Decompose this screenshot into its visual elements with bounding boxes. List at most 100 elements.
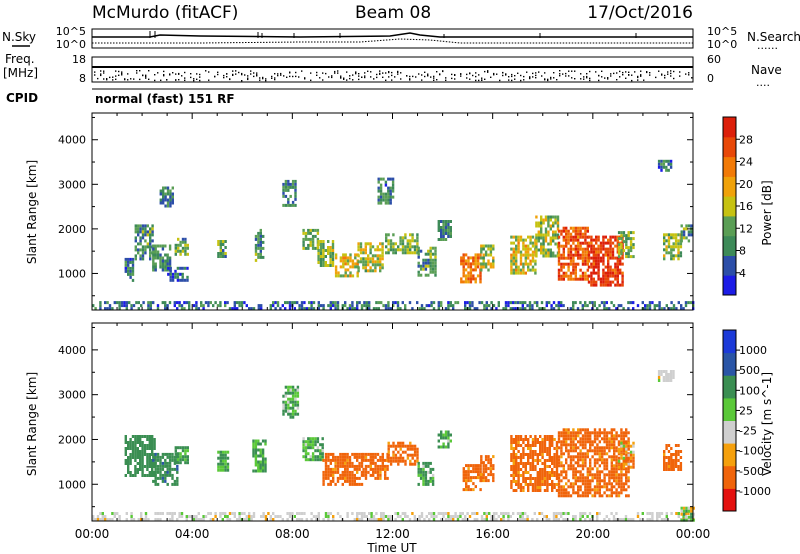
velocity-echo-region xyxy=(462,464,482,492)
power-echo-region xyxy=(510,235,537,275)
time-axis: 00:00 04:00 08:00 12:00 16:00 20:00 00:00 xyxy=(75,527,711,541)
nave-tick-bottom: 0 xyxy=(707,72,714,85)
power-echo-region xyxy=(557,226,589,281)
nsky-label: N.Sky xyxy=(2,30,36,44)
velocity-colorbar: 1000 500 100 25 -25 -100 -500 -1000 xyxy=(722,329,771,512)
noise-tick-bottom-left: 10^0 xyxy=(56,38,86,51)
power-colorbar-tick-label: 12 xyxy=(739,222,753,235)
power-echo-region xyxy=(480,244,495,272)
date-title: 17/Oct/2016 xyxy=(587,3,693,23)
power-echo-region xyxy=(535,215,560,258)
station-title: McMurdo (fitACF) xyxy=(92,3,238,23)
velocity-echo-region xyxy=(252,439,267,473)
velocity-echo-region xyxy=(217,450,230,472)
y-tick-label: 2000 xyxy=(58,433,86,446)
velocity-colorbar-tick-label: 100 xyxy=(739,384,760,397)
velocity-echo-region xyxy=(152,452,179,486)
power-echo-region xyxy=(217,240,227,258)
power-colorbar-swatch xyxy=(723,156,736,177)
velocity-colorbar-frame xyxy=(722,329,737,512)
velocity-echo-region xyxy=(124,435,156,477)
velocity-panel: 1000 2000 3000 4000 xyxy=(58,322,695,522)
power-echo-region xyxy=(460,253,482,284)
power-echo-region xyxy=(385,233,419,255)
time-tick-label: 16:00 xyxy=(475,527,510,541)
velocity-echo-region xyxy=(657,370,675,382)
power-colorbar-tick-label: 28 xyxy=(739,133,753,146)
power-colorbar-tick-label: 8 xyxy=(739,245,746,258)
velocity-colorbar-swatch xyxy=(723,488,736,512)
power-echo-region xyxy=(282,179,297,207)
y-tick-label: 3000 xyxy=(58,389,86,402)
freq-strip-frame xyxy=(91,56,694,83)
power-echo-region xyxy=(680,224,693,243)
velocity-colorbar-tick-label: 1000 xyxy=(739,344,767,357)
cpid-value: normal (fast) 151 RF xyxy=(95,92,235,106)
nave-trace xyxy=(94,70,693,82)
velocity-colorbar-swatch xyxy=(723,330,736,354)
velocity-echo-region xyxy=(282,385,300,419)
power-colorbar-tick-label: 20 xyxy=(739,178,753,191)
power-panel: 1000 2000 3000 4000 xyxy=(58,112,695,311)
power-colorbar: 4 8 12 16 20 24 28 xyxy=(722,116,753,296)
noise-strip-frame xyxy=(91,28,694,49)
velocity-echo-region xyxy=(663,444,683,471)
power-echo-region xyxy=(134,224,154,261)
freq-strip: Freq. [MHz] 18 8 60 0 Nave .... xyxy=(3,52,782,89)
velocity-colorbar-label: Velocity [m s^-1] xyxy=(760,372,774,476)
power-colorbar-tick-label: 4 xyxy=(739,267,746,280)
power-colorbar-label: Power [dB] xyxy=(760,180,774,245)
power-echo-region xyxy=(357,242,384,273)
freq-tick-bottom: 8 xyxy=(79,72,86,85)
power-colorbar-swatch xyxy=(723,255,736,276)
nsky-trace xyxy=(92,32,693,38)
velocity-echo-region xyxy=(557,428,630,498)
power-echo-region xyxy=(167,266,189,282)
velocity-echo-region xyxy=(437,430,452,449)
power-echo-region xyxy=(174,237,189,256)
beam-title: Beam 08 xyxy=(355,3,431,23)
power-echo-region xyxy=(159,186,174,208)
velocity-colorbar-tick-label: 25 xyxy=(739,404,753,417)
velocity-echo-region xyxy=(510,435,559,492)
power-echo-region xyxy=(617,231,635,259)
power-colorbar-swatch xyxy=(723,117,736,138)
power-echo-region xyxy=(254,228,265,262)
velocity-colorbar-tick-label: -25 xyxy=(739,425,757,438)
velocity-colorbar-tick-label: -100 xyxy=(739,445,764,458)
power-echo-region xyxy=(587,235,624,287)
power-colorbar-swatch xyxy=(723,235,736,256)
velocity-echo-region xyxy=(92,512,695,521)
velocity-colorbar-tick-label: -500 xyxy=(739,465,764,478)
y-tick-label: 4000 xyxy=(58,134,86,147)
velocity-echo-region xyxy=(480,455,495,483)
power-echo-region xyxy=(663,233,683,261)
velocity-colorbar-tick-label: 500 xyxy=(739,364,760,377)
freq-label: Freq. xyxy=(5,52,35,66)
power-colorbar-swatch xyxy=(723,176,736,197)
nave-tick-top: 60 xyxy=(707,53,721,66)
nsearch-legend-dots: ...... xyxy=(757,39,778,52)
power-echo-region xyxy=(657,159,673,172)
cpid-label: CPID xyxy=(6,91,38,105)
power-colorbar-tick-label: 16 xyxy=(739,200,753,213)
freq-unit: [MHz] xyxy=(3,66,38,80)
velocity-echo-region xyxy=(322,452,364,486)
y-tick-label: 1000 xyxy=(58,478,86,491)
power-echo-region xyxy=(92,301,695,311)
velocity-echo-region xyxy=(174,446,189,465)
velocity-echo-region xyxy=(302,437,324,462)
nsearch-trace xyxy=(92,38,693,44)
power-echo-region xyxy=(417,246,437,277)
noise-tick-bottom-right: 10^0 xyxy=(707,38,737,51)
power-echo-region xyxy=(124,257,135,282)
time-tick-label: 00:00 xyxy=(676,527,711,541)
power-colorbar-swatch xyxy=(723,275,736,296)
velocity-colorbar-swatch xyxy=(723,465,736,489)
time-tick-label: 08:00 xyxy=(275,527,310,541)
velocity-colorbar-tick-label: -1000 xyxy=(739,485,771,498)
power-echo-region xyxy=(334,253,359,278)
velocity-echo-region xyxy=(617,441,635,469)
y-tick-label: 3000 xyxy=(58,178,86,191)
